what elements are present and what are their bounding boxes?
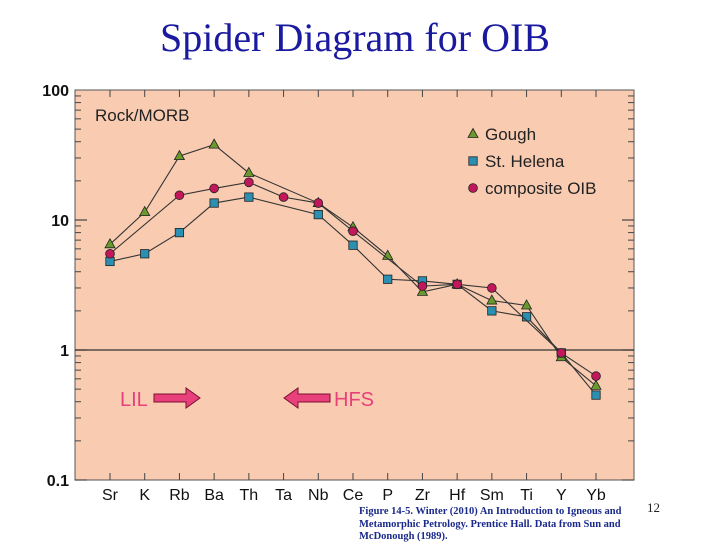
x-tick-label: Ti xyxy=(520,487,533,504)
data-point xyxy=(140,249,150,259)
y-tick-label: 10 xyxy=(51,213,69,230)
data-point xyxy=(208,138,220,149)
data-point xyxy=(486,294,498,305)
data-point xyxy=(139,205,151,217)
x-tick-label: Hf xyxy=(449,487,466,504)
x-tick-label: P xyxy=(382,487,393,504)
data-point xyxy=(452,279,462,290)
series-line xyxy=(109,181,597,377)
x-tick-label: Y xyxy=(556,487,567,504)
data-point xyxy=(348,226,358,237)
data-point xyxy=(313,198,324,208)
data-point xyxy=(556,348,567,358)
x-tick-label: Nb xyxy=(308,487,329,504)
left-arrow xyxy=(283,387,331,409)
x-tick-label: Sm xyxy=(480,487,504,504)
x-tick-label: Yb xyxy=(586,487,606,504)
x-tick-label: Ta xyxy=(275,487,292,504)
series-line xyxy=(109,144,597,387)
x-tick-label: Th xyxy=(240,487,259,504)
data-point xyxy=(243,166,255,177)
hfs-label: HFS xyxy=(334,389,374,411)
data-point xyxy=(487,283,497,293)
chart-svg: 100 10 1 0.1 Sr K Rb Ba Th Ta Nb Ce P Zr Hf Sm Ti Y Yb Ro… xyxy=(42,83,635,504)
y-tick-label: 100 xyxy=(42,83,69,100)
y-tick-label: 1 xyxy=(60,343,69,360)
data-point xyxy=(174,227,185,238)
data-point xyxy=(174,190,185,201)
data-point xyxy=(591,371,601,381)
data-point xyxy=(590,379,602,390)
data-point xyxy=(173,149,186,161)
data-point xyxy=(104,237,116,249)
legend-marker xyxy=(468,183,478,193)
legend-marker xyxy=(468,156,478,166)
data-point xyxy=(209,183,219,194)
x-tick-label: Zr xyxy=(415,487,431,504)
slide-number: 12 xyxy=(647,500,660,515)
spider-chart: 100 10 1 0.1 Sr K Rb Ba Th Ta Nb Ce P Zr Hf Sm Ti Y Yb Ro… xyxy=(30,80,640,542)
data-point xyxy=(383,274,393,284)
data-point xyxy=(278,192,289,202)
lil-label: LIL xyxy=(120,389,148,411)
legend-label: composite OIB xyxy=(485,179,597,198)
x-tick-label: Ce xyxy=(343,487,364,504)
x-tick-label: Ba xyxy=(204,487,224,504)
x-tick-label: Rb xyxy=(169,487,190,504)
data-point xyxy=(105,248,115,259)
data-point xyxy=(520,299,533,310)
data-point xyxy=(487,306,497,316)
slide-title: Spider Diagram for OIB xyxy=(160,15,550,60)
data-point xyxy=(209,198,219,208)
figure-caption: Figure 14-5. Winter (2010) An Introducti… xyxy=(359,506,622,542)
x-tick-label: Sr xyxy=(102,487,119,504)
series-line xyxy=(109,196,597,396)
right-arrow xyxy=(153,387,201,409)
x-tick-label: K xyxy=(139,487,150,504)
legend-label: Gough xyxy=(485,125,536,144)
data-point xyxy=(417,281,428,291)
legend-label: St. Helena xyxy=(485,152,565,171)
data-point xyxy=(591,390,601,400)
data-point xyxy=(348,240,358,250)
y-tick-label: 0.1 xyxy=(47,473,69,490)
data-point xyxy=(244,177,254,188)
plot-background xyxy=(74,89,635,481)
data-point xyxy=(244,192,254,202)
chart-title: Rock/MORB xyxy=(95,106,189,125)
data-point xyxy=(313,210,323,220)
legend-marker xyxy=(467,127,479,138)
